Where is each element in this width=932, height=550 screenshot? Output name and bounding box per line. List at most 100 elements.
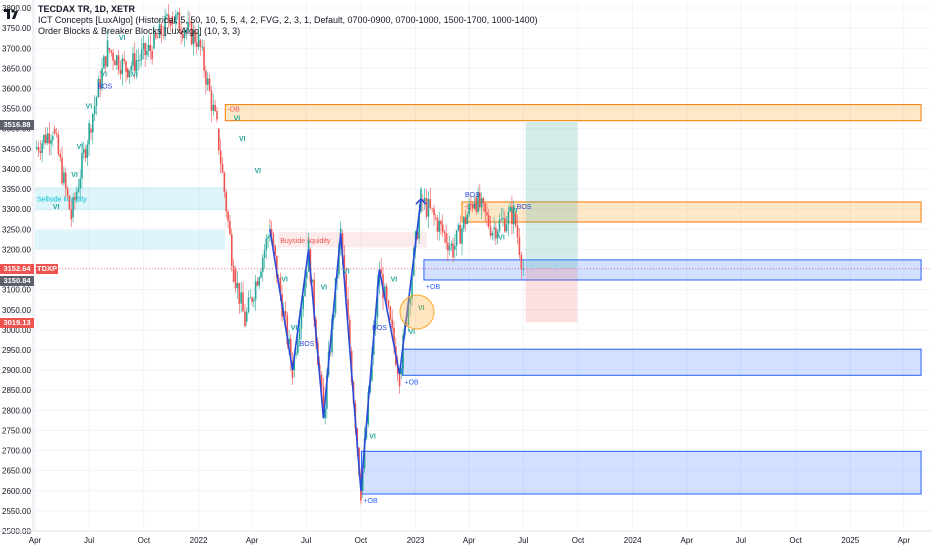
candle-body: [520, 255, 523, 270]
candle-body: [504, 218, 506, 232]
candle-body: [398, 373, 401, 387]
bos-marker: BOS: [465, 192, 480, 199]
ict-indicator-label[interactable]: ICT Concepts [LuxAlgo] (Historical, 5, 5…: [38, 15, 538, 25]
zone-label: -OB: [227, 107, 240, 114]
candle-body: [509, 206, 511, 212]
y-tick-label: 3700.00: [2, 44, 31, 53]
vi-marker: VI: [234, 116, 241, 123]
candles: [35, 3, 525, 505]
time-axis[interactable]: Apr Jul Oct 2022 Apr Jul Oct 2023 Apr Jul Oct 2024 A…: [0, 530, 932, 545]
vi-marker: VI: [77, 144, 84, 151]
candle-body: [158, 24, 161, 38]
candle-body: [493, 227, 495, 230]
zigzag-line: [269, 199, 422, 491]
candle-body: [495, 227, 497, 239]
grid-lines: [34, 0, 930, 532]
chart-legend: TECDAX TR, 1D, XETR ICT Concepts [LuxAlg…: [38, 4, 538, 37]
candle-body: [514, 213, 517, 226]
symbol-title[interactable]: TECDAX TR, 1D, XETR: [38, 4, 136, 14]
candle-body: [286, 315, 289, 345]
vi-marker: VI: [53, 204, 60, 211]
vi-marker: VI: [100, 71, 107, 78]
candle-body: [187, 21, 189, 30]
candle-body: [156, 37, 159, 39]
x-tick-label: Jul: [301, 536, 311, 545]
candle-body: [232, 265, 235, 282]
candle-body: [326, 375, 328, 409]
candle-body: [121, 58, 124, 75]
zone-label: Buyside liquidity: [280, 238, 331, 245]
candle-body: [151, 50, 153, 60]
bos-marker: BOS: [300, 341, 315, 348]
candle-body: [405, 324, 408, 325]
vi-marker: VI: [418, 305, 425, 312]
candle-body: [132, 53, 134, 66]
candle-body: [311, 279, 314, 283]
candle-body: [445, 233, 447, 243]
candle-body: [199, 40, 202, 48]
candle-body: [137, 60, 139, 61]
bos-marker: BOS: [372, 325, 387, 332]
zone-label: +OB: [363, 498, 378, 505]
vi-marker: VI: [391, 277, 398, 284]
ob-indicator-label[interactable]: Order Blocks & Breaker Blocks [LuxAlgo] …: [38, 26, 241, 36]
candle-body: [169, 21, 172, 27]
candle-body: [298, 328, 301, 340]
candle-body: [443, 231, 446, 234]
candle-body: [114, 60, 116, 66]
candle-body: [448, 245, 451, 251]
y-tick-label: 3650.00: [2, 64, 31, 73]
candle-body: [332, 313, 335, 319]
candle-body: [74, 197, 76, 200]
candle-body: [57, 134, 60, 155]
price-tag-low: 3019.13: [0, 318, 34, 328]
x-tick-label: 2022: [190, 536, 208, 545]
candle-body: [197, 33, 200, 47]
candle-body: [212, 104, 215, 111]
candle-body: [189, 21, 191, 23]
candle-body: [272, 233, 275, 246]
candle-body: [431, 207, 433, 209]
candle-body: [221, 163, 224, 173]
candle-body: [455, 230, 458, 246]
candle-body: [229, 220, 231, 235]
candle-body: [238, 282, 241, 304]
candle-body: [240, 292, 242, 304]
candle-body: [203, 46, 205, 71]
candle-body: [59, 154, 62, 158]
candle-body: [498, 220, 501, 232]
candle-body: [288, 338, 290, 345]
candle-body: [68, 195, 71, 210]
candle-body: [341, 233, 344, 256]
candle-body: [393, 327, 395, 347]
candle-body: [429, 199, 432, 208]
candle-body: [440, 220, 442, 225]
vi-marker: VI: [498, 234, 505, 241]
candle-body: [135, 60, 138, 71]
vi-marker: VI: [119, 35, 126, 42]
candle-body: [349, 320, 351, 352]
candle-body: [475, 197, 478, 212]
candle-body: [50, 139, 52, 144]
candle-body: [391, 319, 393, 328]
y-tick-label: 2950.00: [2, 346, 31, 355]
candle-body: [155, 33, 157, 38]
candle-body: [387, 300, 390, 307]
candle-body: [48, 133, 51, 144]
candle-body: [103, 56, 105, 69]
candle-body: [225, 192, 228, 212]
candle-body: [496, 231, 499, 239]
zone-bullish-ob: [402, 348, 922, 376]
candle-body: [396, 364, 399, 374]
candle-body: [139, 59, 141, 61]
candle-body: [512, 205, 515, 225]
candle-body: [304, 278, 306, 296]
candle-body: [106, 40, 109, 67]
bos-marker: BOS: [97, 84, 112, 91]
candle-body: [297, 339, 299, 354]
vi-marker: VI: [343, 269, 350, 276]
candle-body: [289, 338, 292, 362]
candle-body: [505, 224, 508, 232]
candle-body: [457, 224, 460, 231]
